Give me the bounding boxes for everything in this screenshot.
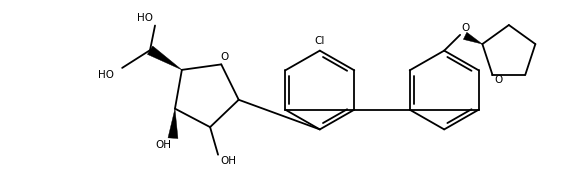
Text: O: O	[494, 75, 503, 85]
Text: O: O	[220, 52, 229, 62]
Text: Cl: Cl	[315, 36, 325, 46]
Text: OH: OH	[155, 140, 171, 150]
Text: O: O	[461, 23, 469, 33]
Polygon shape	[168, 109, 178, 139]
Text: HO: HO	[137, 13, 153, 23]
Polygon shape	[463, 32, 482, 44]
Text: OH: OH	[220, 156, 236, 166]
Polygon shape	[148, 46, 182, 70]
Text: HO: HO	[99, 70, 114, 80]
